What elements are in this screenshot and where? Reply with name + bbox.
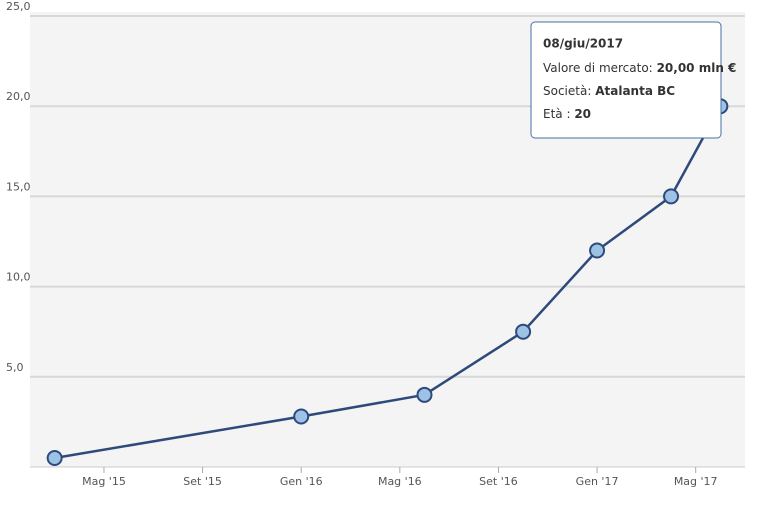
x-tick-label: Mag '17 (674, 475, 718, 488)
point (589, 242, 606, 259)
tooltip-value-label: Valore di mercato: (543, 61, 653, 75)
y-tick-label: 20,0 (6, 90, 31, 103)
point (293, 408, 310, 425)
tooltip-club: Atalanta BC (595, 84, 675, 98)
tooltip-value: 20,00 mln € (657, 61, 737, 75)
x-tick-label: Mag '16 (378, 475, 422, 488)
x-tick-label: Set '15 (183, 475, 222, 488)
point (46, 449, 63, 466)
y-tick-label: 10,0 (6, 271, 31, 284)
tooltip-club-label: Società: (543, 84, 591, 98)
y-tick-label: 25,0 (6, 0, 31, 13)
tooltip-label: Età : 20 (543, 107, 591, 121)
point (663, 188, 680, 205)
tooltip-label: Società: Atalanta BC (543, 84, 675, 98)
point (416, 386, 433, 403)
tooltip-age: 20 (574, 107, 591, 121)
tooltip-date: 08/giu/2017 (543, 37, 623, 51)
x-tick-label: Gen '16 (280, 475, 323, 488)
point (515, 323, 532, 340)
x-tick-label: Mag '15 (82, 475, 126, 488)
tooltip-label: Valore di mercato: 20,00 mln € (543, 61, 736, 75)
x-tick-label: Gen '17 (576, 475, 619, 488)
x-tick-label: Set '16 (479, 475, 518, 488)
tooltip-age-label: Età : (543, 107, 571, 121)
tooltip-box (530, 21, 722, 139)
y-tick-label: 15,0 (6, 180, 31, 193)
y-tick-label: 5,0 (6, 361, 24, 374)
tooltip: 08/giu/2017 Valore di mercato: 20,00 mln… (530, 21, 736, 139)
